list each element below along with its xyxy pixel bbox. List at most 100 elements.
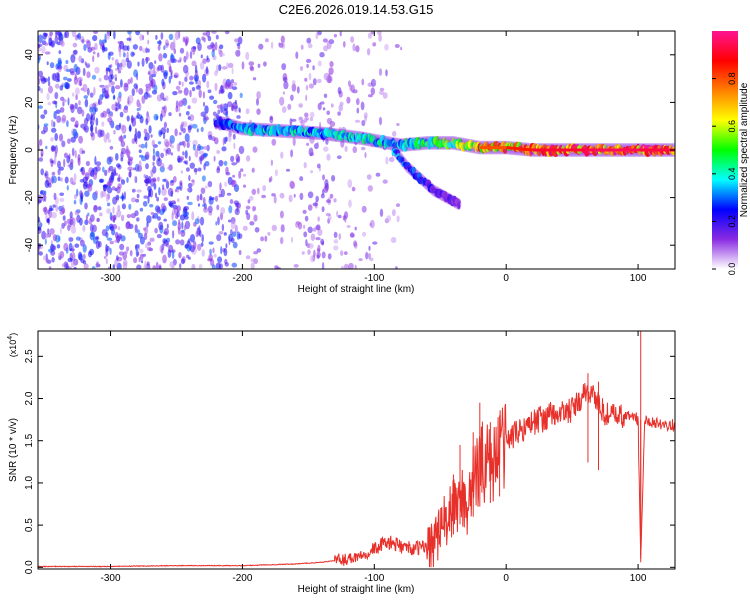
noise-point (85, 62, 91, 69)
noise-point (154, 60, 157, 64)
noise-point (111, 85, 115, 94)
noise-point (86, 87, 90, 96)
noise-point (66, 218, 72, 225)
noise-point (179, 239, 185, 246)
noise-point (127, 161, 131, 166)
noise-point (257, 187, 260, 195)
noise-point (331, 175, 336, 182)
noise-point (127, 78, 131, 85)
noise-point (235, 153, 240, 162)
noise-point (256, 108, 261, 115)
noise-point (370, 219, 375, 229)
noise-point (73, 49, 78, 55)
noise-point (46, 61, 49, 66)
noise-point (70, 117, 76, 122)
noise-point (227, 91, 233, 100)
noise-point (385, 69, 388, 77)
noise-point (310, 233, 316, 241)
noise-point (340, 265, 344, 269)
noise-point (289, 180, 295, 189)
noise-point (290, 149, 294, 158)
noise-point (293, 264, 299, 268)
noise-point (195, 230, 199, 238)
noise-point (288, 194, 293, 203)
noise-point (130, 213, 136, 219)
noise-point (106, 183, 110, 190)
noise-point (119, 122, 121, 128)
noise-point (126, 145, 129, 155)
snr-y-scale-base: (x10 (8, 340, 18, 358)
snr-panel: -300 -200 -100 0 100 0.0 0.5 1.0 1.5 2.0 2.5 Heigh… (7, 330, 676, 595)
noise-point (313, 227, 317, 232)
noise-point (305, 84, 309, 91)
noise-point (191, 60, 197, 67)
noise-point (107, 52, 111, 60)
noise-point (254, 227, 260, 233)
noise-point (146, 246, 152, 251)
noise-point (86, 113, 91, 122)
noise-point (268, 177, 271, 183)
noise-point (396, 123, 400, 126)
noise-point (219, 182, 222, 191)
noise-point (245, 51, 250, 61)
noise-point (208, 134, 213, 141)
noise-point (220, 188, 225, 198)
noise-point (172, 230, 175, 239)
noise-point (218, 231, 224, 235)
noise-point (186, 195, 189, 200)
noise-point (367, 185, 373, 192)
noise-point (148, 125, 152, 134)
noise-point (262, 185, 267, 192)
noise-point (73, 266, 77, 269)
noise-point (77, 106, 83, 115)
noise-point (51, 171, 56, 176)
noise-point (51, 127, 57, 133)
noise-point (69, 211, 73, 219)
noise-point (291, 118, 297, 122)
noise-point (323, 45, 329, 52)
noise-point (55, 83, 60, 89)
noise-point (291, 83, 297, 92)
noise-point (322, 107, 326, 111)
noise-point (116, 186, 121, 194)
noise-point (166, 127, 169, 133)
noise-point (74, 194, 77, 200)
noise-point (225, 166, 229, 175)
noise-point (141, 57, 145, 67)
noise-point (150, 134, 153, 138)
noise-point (174, 188, 178, 193)
noise-point (161, 78, 165, 87)
noise-point (307, 249, 311, 256)
noise-point (221, 66, 228, 70)
noise-point (104, 169, 108, 176)
noise-point (162, 255, 166, 260)
noise-point (175, 85, 181, 90)
noise-point (173, 38, 176, 47)
noise-point (49, 228, 55, 235)
noise-point (100, 190, 104, 199)
noise-point (211, 196, 215, 201)
noise-point (107, 167, 111, 173)
noise-point (372, 42, 377, 47)
noise-point (50, 137, 54, 142)
noise-point (38, 43, 43, 48)
noise-point (211, 264, 216, 269)
noise-point (315, 237, 321, 241)
noise-point (85, 176, 89, 181)
noise-point (123, 82, 129, 87)
noise-point (280, 35, 285, 44)
noise-point (53, 111, 57, 120)
noise-point (155, 261, 159, 269)
noise-point (100, 42, 104, 47)
noise-point (117, 226, 121, 231)
noise-point (42, 193, 46, 203)
noise-point (312, 202, 318, 207)
noise-point (44, 233, 49, 239)
noise-point (141, 95, 146, 104)
noise-point (138, 88, 144, 95)
noise-point (108, 64, 111, 73)
noise-point (53, 156, 57, 165)
noise-point (138, 149, 142, 153)
noise-point (234, 102, 237, 112)
noise-point (388, 156, 395, 163)
